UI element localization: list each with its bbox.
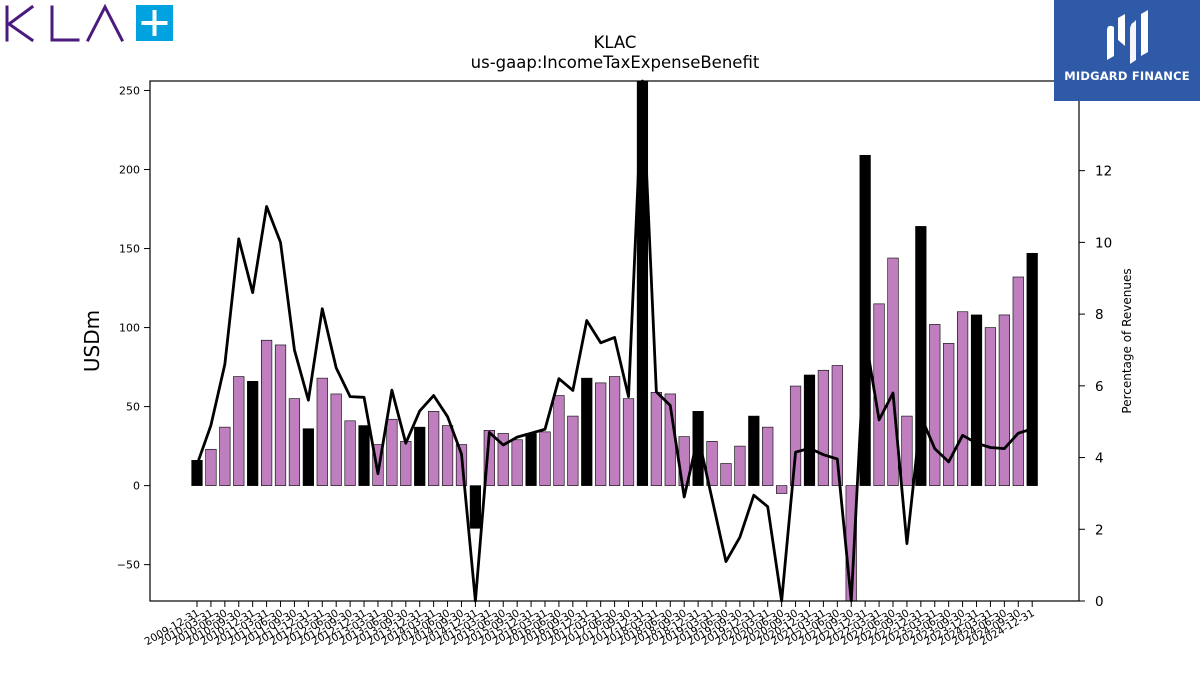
bar [511,439,523,486]
bar [316,377,328,486]
y2-tick-label: 8 [1095,307,1104,323]
bar [817,369,829,486]
left-axis: −50 0 50 100 150 200 250 [117,84,150,572]
bar [414,426,426,486]
bar [539,431,551,486]
bar [595,382,607,486]
bar [622,398,635,486]
midgard-logo-mark [1107,10,1148,64]
bar [274,344,287,486]
bar [344,420,356,486]
bar [608,376,621,486]
y2-tick-label: 4 [1095,451,1104,467]
y-tick-label: 100 [119,322,140,335]
bar [956,311,969,486]
bar [219,426,231,486]
y2-tick-label: 10 [1095,235,1112,251]
y-tick-label: 250 [119,84,140,97]
bar [260,339,273,486]
y2-tick-label: 2 [1095,522,1104,538]
y-tick-label: −50 [117,559,140,572]
bar [483,429,495,486]
bar [400,441,412,486]
bar [553,395,565,486]
bar [233,376,245,486]
bar [929,324,941,486]
kla-logo-mark [5,3,173,43]
y2-tick-label: 0 [1095,594,1104,610]
chart-subtitle: us-gaap:IncomeTaxExpenseBenefit [471,53,760,72]
bar [887,257,899,486]
bar [776,485,788,494]
bar [803,374,816,486]
bar [831,365,843,486]
bar [748,415,760,486]
midgard-logo-text: MIDGARD FINANCE [1064,69,1190,83]
bar [998,314,1010,486]
bar [706,441,718,486]
y-tick-label: 150 [119,243,140,256]
bar [901,415,913,486]
bar [288,398,301,486]
bar [692,411,704,486]
bar [191,460,203,486]
bar [372,444,384,486]
midgard-finance-logo: MIDGARD FINANCE [1054,0,1200,101]
bar [789,385,802,486]
bar [915,226,927,486]
bar [330,393,342,486]
bar [567,415,579,486]
y-tick-label: 50 [126,401,140,414]
bar [859,154,871,486]
bar [1012,276,1024,486]
bar [943,343,955,486]
bar [247,380,259,486]
y-tick-label: 0 [133,480,140,493]
bar [497,433,509,486]
bar [650,392,662,486]
percentage-line [195,79,1033,603]
bar [525,433,537,486]
bar [386,418,398,486]
bar [469,485,482,529]
bar [984,327,997,486]
bar [581,377,593,486]
bar [441,425,454,486]
x-axis: 2009-12-312010-03-312010-06-302010-09-30… [143,601,1037,648]
y-tick-label: 200 [119,164,140,177]
bar [720,463,732,486]
bar [1026,252,1038,486]
bar [302,428,314,486]
bar [970,314,983,486]
y-axis-label: USDm [80,310,104,372]
bar [428,411,440,486]
bar [734,445,746,486]
y2-tick-label: 6 [1095,379,1104,395]
y2-tick-label: 12 [1095,164,1112,180]
right-axis: 0 2 4 6 8 10 12 [1079,164,1112,610]
bar-series [191,80,1038,602]
bar [762,426,774,486]
chart-title: KLAC [594,33,637,52]
y2-axis-label: Percentage of Revenues [1120,268,1134,413]
bar [205,448,217,486]
kla-logo [4,3,176,48]
bar [358,425,370,486]
